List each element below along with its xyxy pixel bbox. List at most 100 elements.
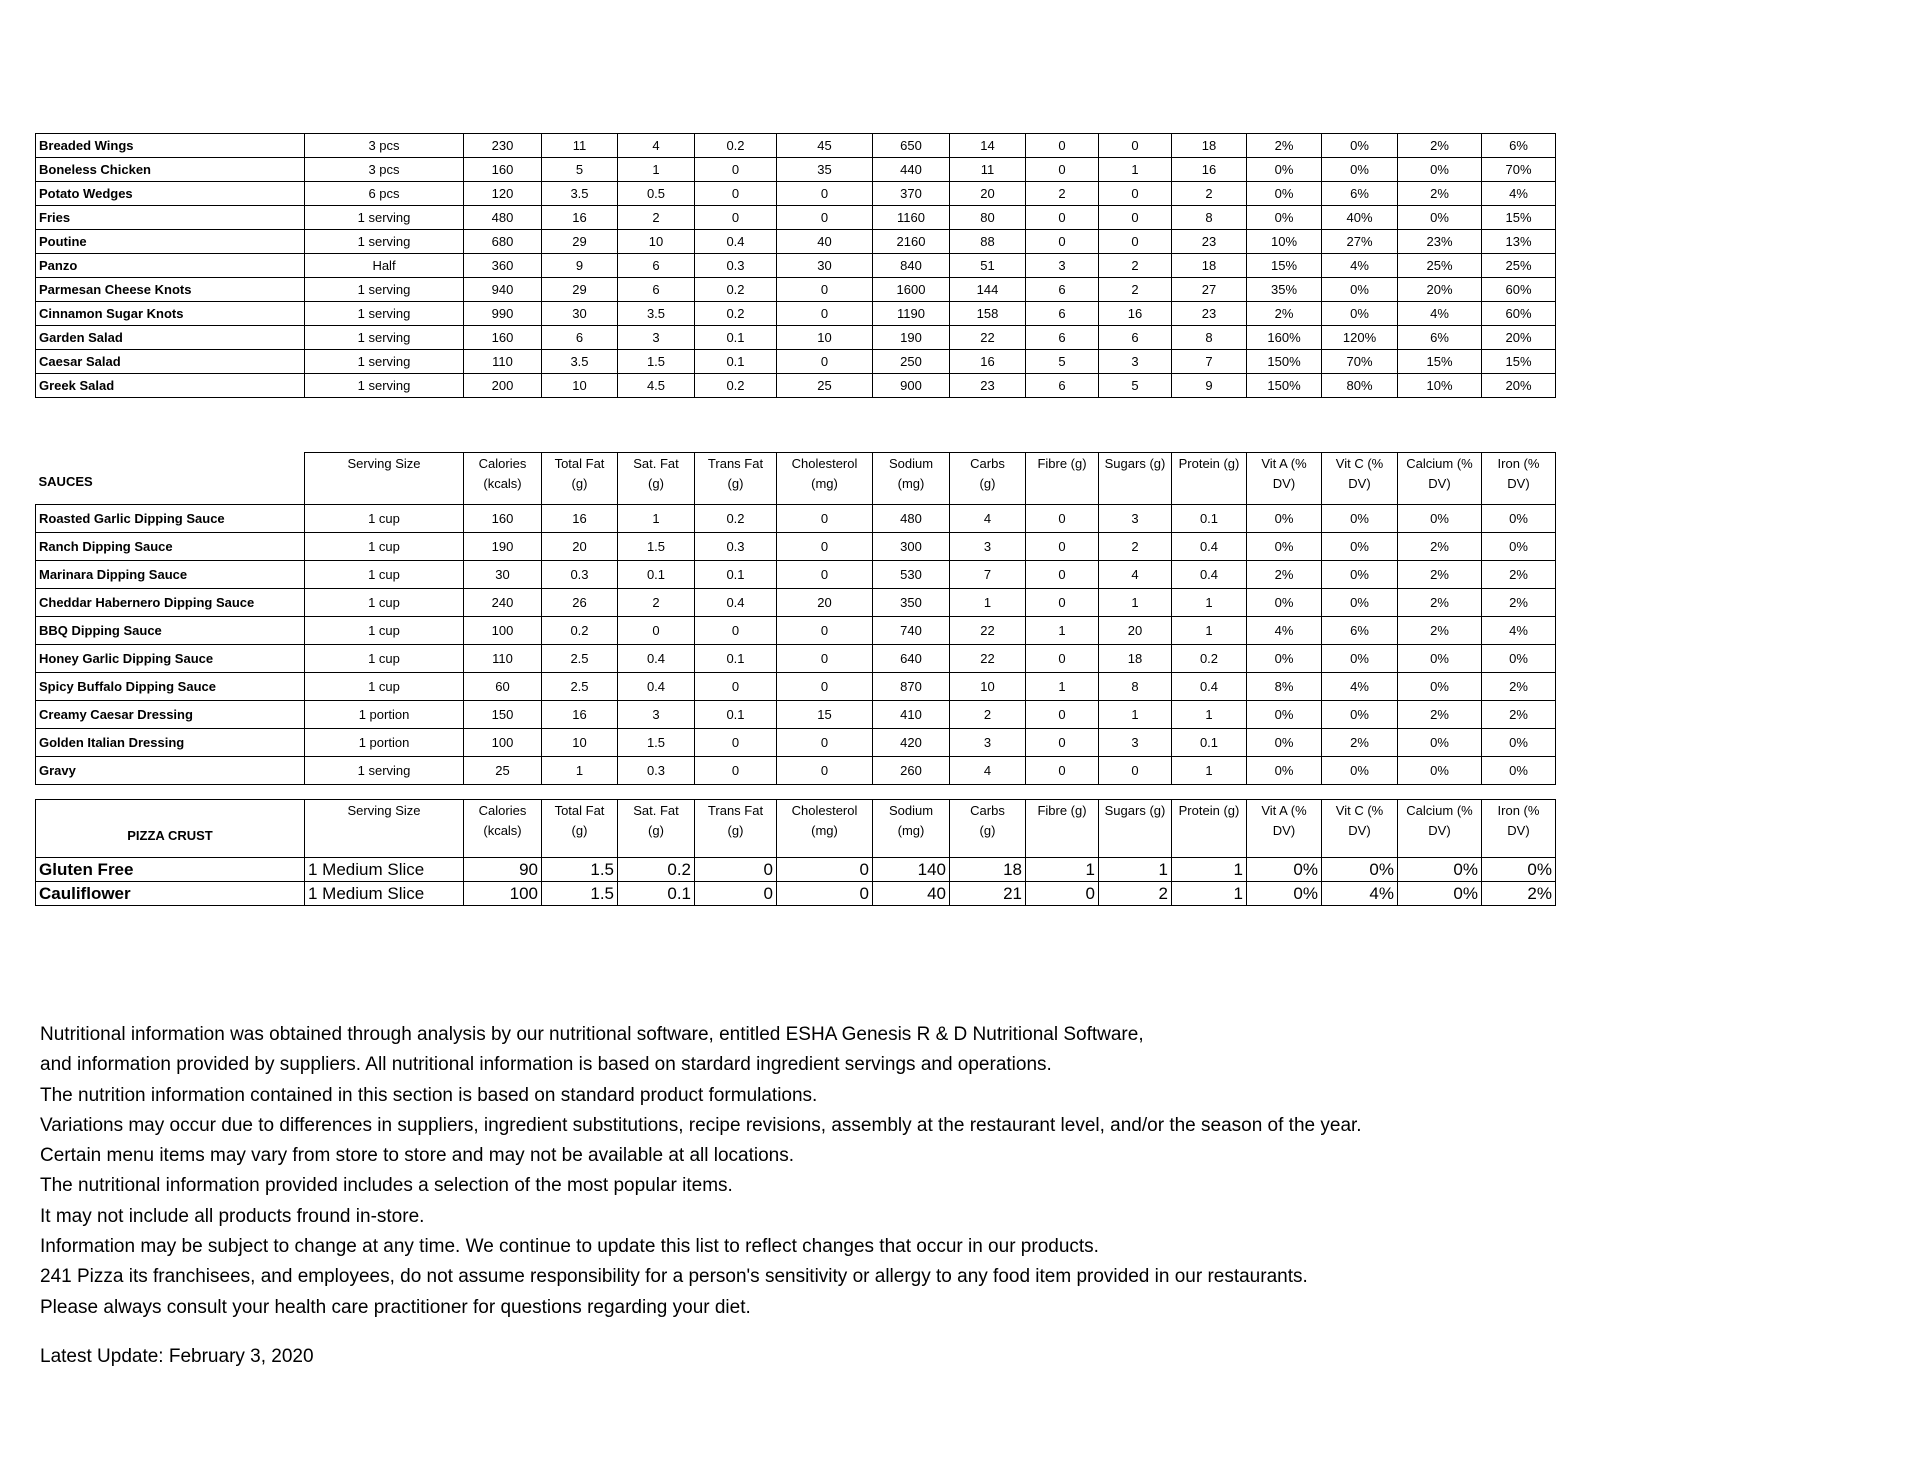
- nutrient-cell: 0: [776, 503, 873, 533]
- nutrient-cell: 1: [949, 587, 1026, 617]
- nutrient-cell: 100: [463, 881, 542, 906]
- nutrient-cell: 45: [776, 133, 873, 158]
- nutrient-cell: 0%: [1397, 503, 1482, 533]
- nutrient-cell: 11: [541, 133, 618, 158]
- nutrient-cell: 0: [1025, 559, 1099, 589]
- nutrient-cell: 51: [949, 253, 1026, 278]
- nutrient-cell: 0%: [1246, 157, 1322, 182]
- item-name: Cheddar Habernero Dipping Sauce: [35, 587, 305, 617]
- nutrient-cell: 2%: [1397, 615, 1482, 645]
- nutrient-cell: 90: [463, 857, 542, 882]
- header-line: Calcium (%: [1406, 803, 1473, 818]
- nutrient-cell: 0.5: [617, 181, 695, 206]
- column-header: Serving Size: [304, 799, 464, 858]
- nutrient-cell: 0%: [1321, 277, 1398, 302]
- header-line: Total Fat: [554, 456, 605, 471]
- nutrient-cell: 2: [1098, 881, 1172, 906]
- nutrient-cell: 18: [1171, 253, 1247, 278]
- nutrient-cell: 150%: [1246, 349, 1322, 374]
- nutrient-cell: 100: [463, 615, 542, 645]
- header-line: (g): [727, 823, 744, 838]
- nutrient-cell: 0.1: [617, 881, 695, 906]
- nutrient-cell: 0: [1025, 503, 1099, 533]
- nutrient-cell: 0%: [1397, 857, 1482, 882]
- nutrient-cell: 2%: [1481, 699, 1556, 729]
- item-name: Cinnamon Sugar Knots: [35, 301, 305, 326]
- nutrient-cell: 2.5: [541, 643, 618, 673]
- nutrient-cell: 0.3: [541, 559, 618, 589]
- nutrient-cell: 14: [949, 133, 1026, 158]
- item-name: Poutine: [35, 229, 305, 254]
- nutrient-cell: 2%: [1321, 727, 1398, 757]
- nutrient-cell: 240: [463, 587, 542, 617]
- pizza-crust-nutrition-table: PIZZA CRUST Serving Size Calories (kcals) To…: [35, 799, 1556, 906]
- column-header: Carbs (g): [949, 799, 1026, 858]
- nutrient-cell: 2%: [1397, 559, 1482, 589]
- serving-size-cell: 3 pcs: [304, 157, 464, 182]
- nutrient-cell: 15%: [1481, 205, 1556, 230]
- column-header: Iron (% DV): [1481, 452, 1556, 505]
- nutrient-cell: 100: [463, 727, 542, 757]
- nutrient-cell: 1: [1025, 857, 1099, 882]
- nutrient-cell: 370: [872, 181, 950, 206]
- header-line: DV): [1507, 476, 1530, 491]
- header-line: Calcium (%: [1406, 456, 1473, 471]
- header-line: Iron (%: [1497, 456, 1540, 471]
- column-header: Iron (% DV): [1481, 799, 1556, 858]
- column-header: Serving Size: [304, 452, 464, 505]
- nutrient-cell: 0.3: [694, 253, 777, 278]
- nutrient-cell: 0: [776, 671, 873, 701]
- header-line: Serving Size: [347, 456, 421, 471]
- nutrient-cell: 0.4: [694, 587, 777, 617]
- nutrient-cell: 0.1: [694, 699, 777, 729]
- nutrient-cell: 15%: [1481, 349, 1556, 374]
- nutrient-cell: 6%: [1481, 133, 1556, 158]
- table-row: BBQ Dipping Sauce 1 cup 100 0.2 0 0 0 740 22 1 20 1…: [35, 615, 1556, 645]
- note-line: Variations may occur due to differences …: [40, 1114, 1362, 1136]
- nutrient-cell: 1.5: [617, 349, 695, 374]
- nutrient-cell: 10%: [1246, 229, 1322, 254]
- nutrient-cell: 3: [617, 699, 695, 729]
- nutrient-cell: 3.5: [541, 181, 618, 206]
- serving-size-cell: 1 serving: [304, 205, 464, 230]
- nutrient-cell: 0.1: [694, 559, 777, 589]
- nutrient-cell: 0%: [1481, 755, 1556, 785]
- nutrient-cell: 70%: [1481, 157, 1556, 182]
- nutrient-cell: 2%: [1397, 181, 1482, 206]
- nutrient-cell: 2%: [1397, 531, 1482, 561]
- nutrient-cell: 4%: [1481, 181, 1556, 206]
- column-header: Cholesterol (mg): [776, 452, 873, 505]
- table-row: Golden Italian Dressing 1 portion 100 10 1.5…: [35, 727, 1556, 757]
- header-line: Sodium: [888, 456, 934, 471]
- nutrient-cell: 22: [949, 643, 1026, 673]
- nutrient-cell: 23%: [1397, 229, 1482, 254]
- nutrient-cell: 0.4: [1171, 531, 1247, 561]
- nutrient-cell: 1: [1098, 587, 1172, 617]
- nutrient-cell: 0%: [1481, 503, 1556, 533]
- nutrient-cell: 88: [949, 229, 1026, 254]
- header-line: Trans Fat: [707, 803, 764, 818]
- header-line: DV): [1428, 476, 1451, 491]
- section-title: SAUCES: [35, 452, 305, 505]
- nutrient-cell: 0%: [1321, 857, 1398, 882]
- column-header: Vit C (% DV): [1321, 799, 1398, 858]
- item-name: Boneless Chicken: [35, 157, 305, 182]
- nutrient-cell: 0%: [1246, 755, 1322, 785]
- serving-size-cell: Half: [304, 253, 464, 278]
- disclaimer-notes: Nutritional information was obtained thr…: [40, 1020, 1362, 1323]
- nutrient-cell: 2.5: [541, 671, 618, 701]
- serving-size-cell: 6 pcs: [304, 181, 464, 206]
- nutrient-cell: 7: [1171, 349, 1247, 374]
- nutrient-cell: 4%: [1321, 253, 1398, 278]
- nutrient-cell: 0%: [1397, 205, 1482, 230]
- header-line: Total Fat: [554, 803, 605, 818]
- serving-size-cell: 1 cup: [304, 671, 464, 701]
- nutrient-cell: 0: [1025, 587, 1099, 617]
- nutrient-cell: 840: [872, 253, 950, 278]
- sauces-nutrition-table: SAUCES Serving Size Calories (kcals) Total F…: [35, 452, 1556, 785]
- header-line: Carbs: [970, 803, 1005, 818]
- item-name: Honey Garlic Dipping Sauce: [35, 643, 305, 673]
- nutrient-cell: 150: [463, 699, 542, 729]
- nutrient-cell: 1: [1025, 671, 1099, 701]
- nutrient-cell: 0: [1025, 133, 1099, 158]
